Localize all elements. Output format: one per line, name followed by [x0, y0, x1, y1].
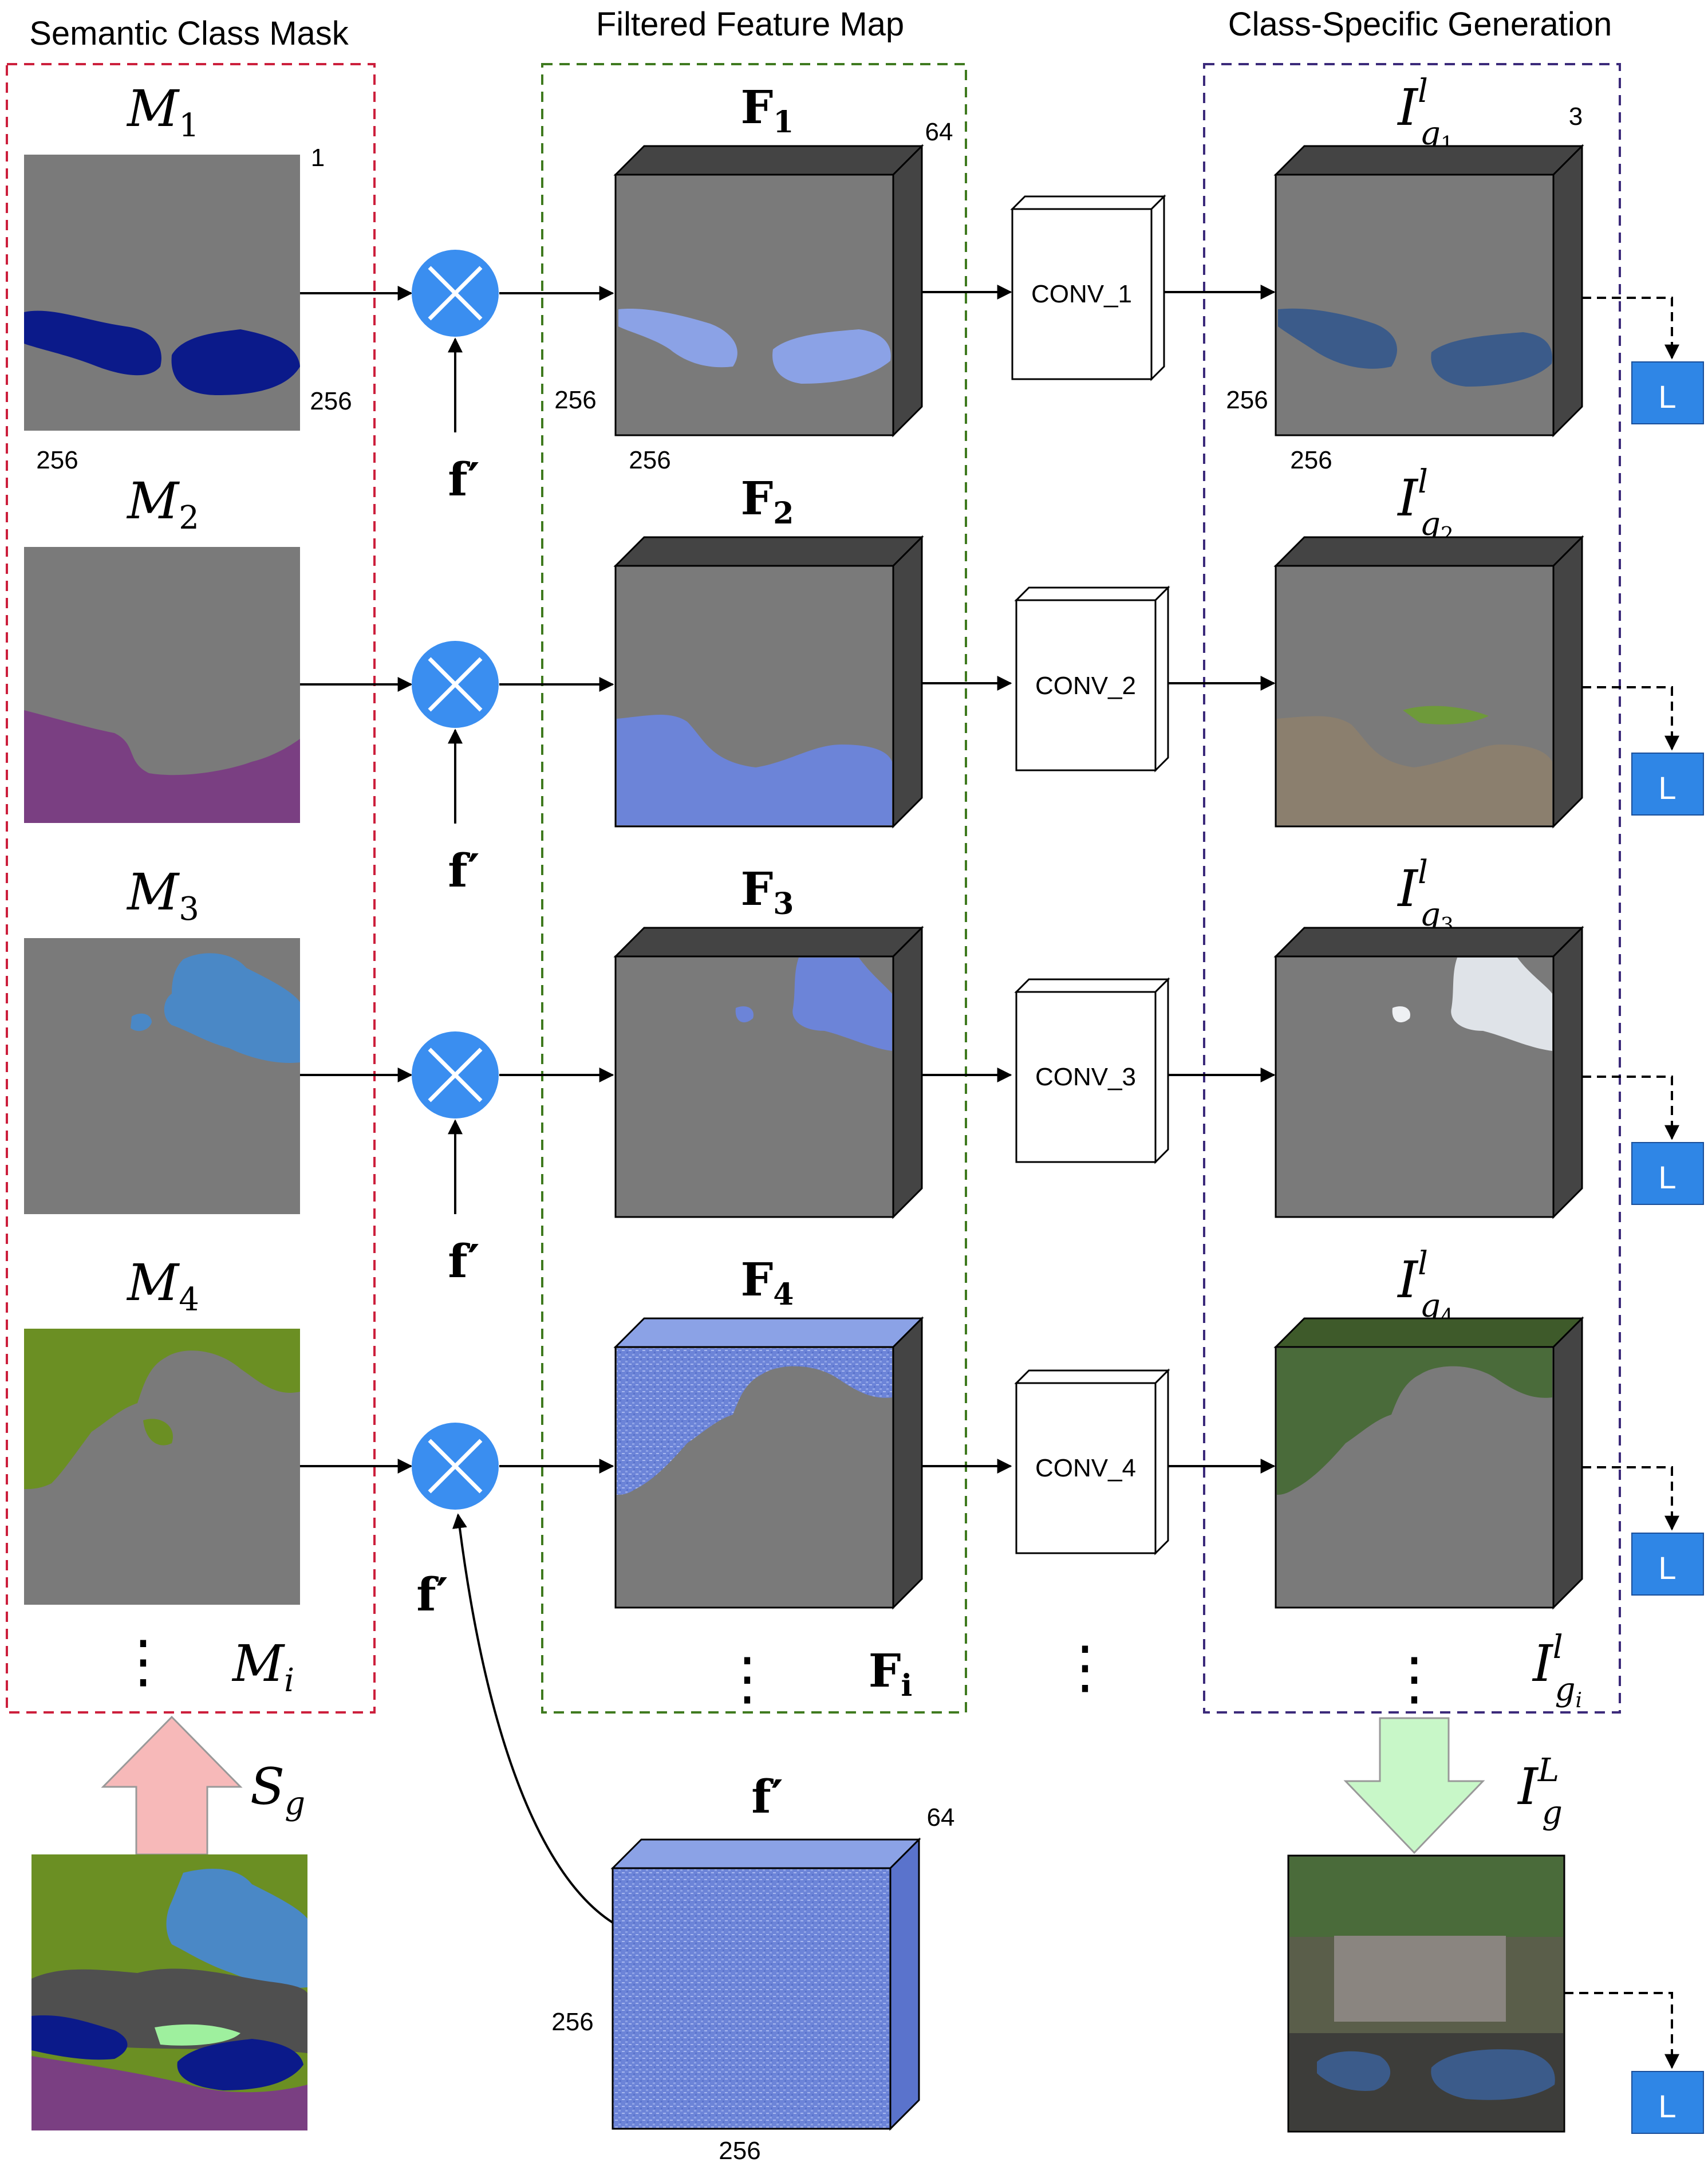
row-1: M1 1 256 256 f′ F1 64	[24, 73, 1704, 506]
mask-label-3: M3	[126, 862, 199, 928]
output-cube-3	[1273, 925, 1584, 1219]
loss-box-2	[1631, 753, 1704, 816]
feature-size-h-1: 256	[554, 386, 596, 414]
fprime-label-2: f′	[448, 844, 480, 897]
mask-image-3	[24, 938, 300, 1214]
header-class-specific-generation: Class-Specific Generation	[1228, 6, 1612, 43]
output-label-3: Il g3	[1397, 854, 1453, 938]
feature-channels-1: 64	[925, 118, 953, 146]
fprime-channels: 64	[927, 1803, 955, 1832]
mask-image-4	[24, 1329, 300, 1605]
loss-box-1	[1631, 361, 1704, 424]
output-cube-1	[1273, 144, 1584, 438]
mask-size-w-1: 256	[310, 387, 352, 415]
fprime-label-1: f′	[448, 452, 480, 506]
loss-label-1: L	[1658, 379, 1676, 415]
fusion-down-arrow	[1343, 1717, 1485, 1854]
fprime-size-h: 256	[551, 2008, 593, 2036]
header-filtered-feature-map: Filtered Feature Map	[596, 6, 904, 43]
conv-label-2: CONV_2	[1035, 672, 1136, 700]
arrow-fprime-to-mult-4	[452, 1513, 614, 1924]
multiply-icon-2	[412, 641, 499, 728]
feature-size-w-1: 256	[629, 446, 670, 474]
ellipsis-masks: ⋮	[115, 1628, 172, 1695]
loss-box-4	[1631, 1533, 1704, 1596]
arrow-final-to-loss	[1564, 1992, 1679, 2069]
ellipsis-features: ⋮	[719, 1645, 776, 1712]
loss-label-final: L	[1658, 2088, 1676, 2124]
arrow-output-to-loss-3	[1582, 1076, 1679, 1140]
mask-image-2	[24, 547, 300, 823]
feature-label-2: F2	[741, 471, 794, 531]
fprime-size-w: 256	[719, 2137, 760, 2165]
loss-label-2: L	[1658, 770, 1676, 806]
fprime-cube-label: f′	[751, 1770, 783, 1824]
output-label-1: Il g1	[1397, 73, 1453, 156]
arrow-output-to-loss-2	[1582, 686, 1679, 751]
conv-block-3	[1014, 977, 1170, 1164]
mask-image-1	[24, 155, 300, 431]
loss-label-4: L	[1658, 1550, 1676, 1586]
filtered-feature-map-group	[541, 63, 967, 1714]
feature-cube-4	[613, 1316, 924, 1610]
multiply-icon-3	[412, 1031, 499, 1118]
feature-cube-1	[613, 144, 924, 438]
feature-label-3: F3	[741, 862, 794, 921]
output-channels-1: 3	[1569, 103, 1583, 131]
mask-size-h-1: 256	[36, 446, 78, 474]
row-2: M2 f′ F2 CONV_2 Il g2	[24, 463, 1704, 897]
arrow-output-to-loss-1	[1582, 297, 1679, 360]
feature-label-1: F1	[741, 80, 794, 140]
header-semantic-class-mask: Semantic Class Mask	[29, 15, 349, 52]
semantic-class-mask-group	[6, 63, 376, 1714]
conv-block-1	[1010, 194, 1166, 381]
mask-label-i: Mi	[231, 1634, 294, 1699]
feature-cube-2	[613, 535, 924, 829]
output-cube-4	[1273, 1316, 1584, 1610]
output-size-h-1: 256	[1226, 386, 1268, 414]
segmap-image	[31, 1854, 307, 2130]
mask-label-4: M4	[126, 1253, 199, 1318]
segmap-label: Sg	[250, 1757, 305, 1822]
conv-label-1: CONV_1	[1031, 280, 1132, 308]
mask-label-2: M2	[126, 471, 199, 537]
feature-label-4: F4	[741, 1253, 794, 1312]
row-3: M3 f′ F3 CONV_3 Il g	[24, 854, 1704, 1288]
output-label-2: Il g2	[1397, 463, 1453, 547]
multiply-icon-1	[412, 250, 499, 337]
feature-label-i: Fi	[869, 1644, 913, 1703]
mask-label-1: M1	[126, 79, 199, 144]
fprime-label-4: f′	[416, 1568, 448, 1621]
output-label-4: Il g4	[1397, 1245, 1453, 1329]
conv-label-4: CONV_4	[1035, 1454, 1136, 1482]
row-4: M4 f′ F4 CONV_4 Il g4	[24, 1245, 1704, 1621]
ellipsis-convs: ⋮	[1056, 1633, 1114, 1700]
output-size-w-1: 256	[1290, 446, 1332, 474]
final-output-label: IL g	[1517, 1752, 1563, 1832]
loss-box-3	[1631, 1142, 1704, 1205]
conv-block-4	[1014, 1368, 1170, 1555]
class-specific-generation-group	[1203, 63, 1621, 1714]
mask-channels-1: 1	[311, 144, 325, 172]
conv-block-2	[1014, 585, 1170, 773]
output-cube-2	[1273, 535, 1584, 829]
multiply-icon-4	[412, 1423, 499, 1510]
segmap-up-arrow	[101, 1715, 243, 1856]
fprime-cube	[610, 1837, 921, 2131]
fprime-label-3: f′	[448, 1234, 480, 1288]
output-label-i: Il gi	[1532, 1629, 1582, 1712]
loss-box-final	[1631, 2071, 1704, 2134]
conv-label-3: CONV_3	[1035, 1063, 1136, 1091]
loss-label-3: L	[1658, 1159, 1676, 1195]
feature-cube-3	[613, 925, 924, 1219]
arrow-output-to-loss-4	[1582, 1466, 1679, 1531]
ellipsis-outputs: ⋮	[1386, 1645, 1443, 1712]
final-output-image	[1287, 1854, 1565, 2133]
